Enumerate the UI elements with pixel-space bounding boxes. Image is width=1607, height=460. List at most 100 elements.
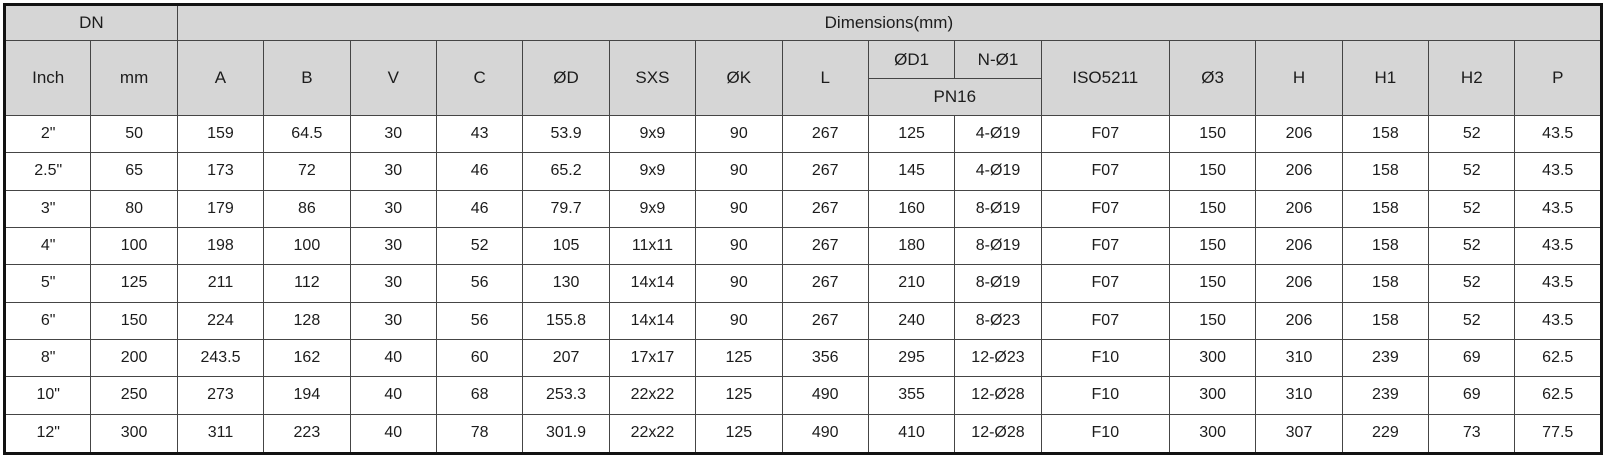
cell-p: 43.5	[1514, 114, 1602, 154]
cell-c: 68	[435, 376, 524, 415]
table-row: 12" 300 311 223 40 78 301.9 22x22 125 490 410 12-Ø2…	[3, 413, 1602, 455]
cell-iso5211: F07	[1040, 226, 1170, 266]
cell-n1: 12-Ø28	[954, 413, 1042, 455]
col-header-v: V	[349, 40, 437, 116]
cell-d: 155.8	[522, 301, 610, 340]
cell-h: 206	[1255, 114, 1343, 154]
table-row: 10" 250 273 194 40 68 253.3 22x22 125 490 355 12-Ø2…	[3, 376, 1602, 415]
cell-iso5211: F07	[1040, 189, 1170, 228]
table-row: 8" 200 243.5 162 40 60 207 17x17 125 356 295 12-Ø23…	[3, 338, 1602, 378]
cell-d: 301.9	[522, 413, 610, 455]
cell-l: 356	[781, 338, 869, 378]
col-header-o3: Ø3	[1168, 40, 1257, 116]
cell-3: 150	[1168, 152, 1257, 191]
cell-v: 30	[349, 301, 437, 340]
col-header-b: B	[263, 40, 351, 116]
cell-d: 207	[522, 338, 610, 378]
cell-k: 90	[695, 226, 783, 266]
table-row: 4" 100 198 100 30 52 105 11x11 90 267 180 8-Ø19 F07 1…	[3, 226, 1602, 266]
cell-b: 128	[263, 301, 351, 340]
cell-c: 46	[435, 189, 524, 228]
cell-sxs: 9x9	[608, 189, 697, 228]
cell-a: 243.5	[176, 338, 265, 378]
cell-h2: 69	[1428, 376, 1516, 415]
cell-sxs: 9x9	[608, 114, 697, 154]
cell-inch: 8"	[3, 338, 92, 378]
cell-a: 273	[176, 376, 265, 415]
col-header-l: L	[781, 40, 869, 116]
cell-b: 86	[263, 189, 351, 228]
cell-p: 43.5	[1514, 301, 1602, 340]
cell-a: 211	[176, 264, 265, 303]
cell-sxs: 17x17	[608, 338, 697, 378]
cell-mm: 200	[90, 338, 178, 378]
cell-b: 112	[263, 264, 351, 303]
cell-l: 267	[781, 301, 869, 340]
cell-v: 30	[349, 264, 437, 303]
col-header-h: H	[1255, 40, 1343, 116]
cell-v: 40	[349, 376, 437, 415]
cell-d1: 210	[867, 264, 956, 303]
cell-3: 150	[1168, 301, 1257, 340]
cell-h1: 239	[1341, 376, 1430, 415]
cell-mm: 100	[90, 226, 178, 266]
cell-k: 90	[695, 189, 783, 228]
cell-h2: 52	[1428, 301, 1516, 340]
cell-h1: 158	[1341, 152, 1430, 191]
cell-d1: 295	[867, 338, 956, 378]
cell-sxs: 9x9	[608, 152, 697, 191]
cell-a: 179	[176, 189, 265, 228]
cell-p: 62.5	[1514, 338, 1602, 378]
cell-h2: 52	[1428, 152, 1516, 191]
cell-k: 125	[695, 413, 783, 455]
cell-b: 64.5	[263, 114, 351, 154]
cell-k: 90	[695, 264, 783, 303]
cell-k: 125	[695, 338, 783, 378]
cell-n1: 8-Ø23	[954, 301, 1042, 340]
col-header-p: P	[1514, 40, 1602, 116]
col-header-iso5211: ISO5211	[1040, 40, 1170, 116]
cell-3: 150	[1168, 189, 1257, 228]
cell-n1: 8-Ø19	[954, 189, 1042, 228]
header-group-row: DN Dimensions(mm)	[4, 4, 1603, 41]
cell-sxs: 14x14	[608, 301, 697, 340]
cell-sxs: 11x11	[608, 226, 697, 266]
cell-p: 43.5	[1514, 152, 1602, 191]
cell-v: 40	[349, 338, 437, 378]
cell-n1: 4-Ø19	[954, 114, 1042, 154]
cell-mm: 80	[90, 189, 178, 228]
col-header-inch: Inch	[3, 40, 92, 116]
cell-inch: 2"	[3, 114, 92, 154]
col-header-mm: mm	[90, 40, 178, 116]
cell-p: 43.5	[1514, 264, 1602, 303]
cell-h2: 52	[1428, 226, 1516, 266]
cell-c: 46	[435, 152, 524, 191]
cell-h1: 158	[1341, 114, 1430, 154]
cell-d1: 355	[867, 376, 956, 415]
cell-d: 53.9	[522, 114, 610, 154]
cell-h2: 52	[1428, 189, 1516, 228]
table-row: 6" 150 224 128 30 56 155.8 14x14 90 267 240 8-Ø23 F0…	[3, 301, 1602, 340]
cell-n1: 4-Ø19	[954, 152, 1042, 191]
cell-v: 30	[349, 226, 437, 266]
cell-h: 310	[1255, 376, 1343, 415]
col-header-n-o1: N-Ø1	[954, 40, 1042, 79]
table-header: DN Dimensions(mm) Inch mm A B V C ØD SXS…	[3, 4, 1603, 116]
cell-d1: 180	[867, 226, 956, 266]
cell-l: 267	[781, 264, 869, 303]
cell-a: 173	[176, 152, 265, 191]
cell-h1: 229	[1341, 413, 1430, 455]
cell-3: 300	[1168, 413, 1257, 455]
cell-iso5211: F10	[1040, 376, 1170, 415]
table-row: 5" 125 211 112 30 56 130 14x14 90 267 210 8-Ø19 F07 1…	[3, 264, 1602, 303]
col-header-h2: H2	[1428, 40, 1516, 116]
cell-l: 490	[781, 413, 869, 455]
cell-b: 223	[263, 413, 351, 455]
cell-c: 43	[435, 114, 524, 154]
cell-d: 253.3	[522, 376, 610, 415]
cell-inch: 3"	[3, 189, 92, 228]
cell-d1: 160	[867, 189, 956, 228]
cell-3: 150	[1168, 226, 1257, 266]
cell-inch: 2.5"	[3, 152, 92, 191]
